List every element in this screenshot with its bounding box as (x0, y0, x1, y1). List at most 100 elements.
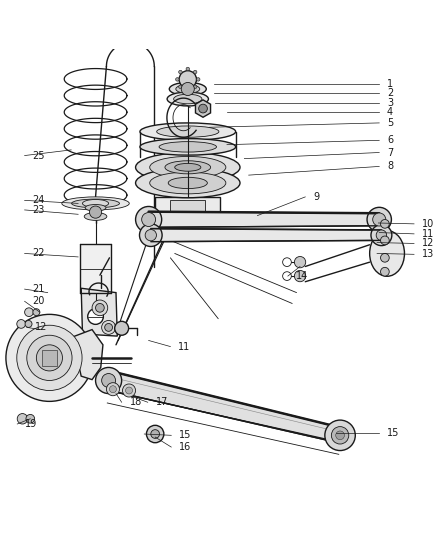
Polygon shape (81, 288, 117, 336)
Text: 19: 19 (25, 419, 37, 429)
Ellipse shape (140, 139, 236, 155)
Circle shape (6, 314, 93, 401)
Circle shape (294, 256, 306, 268)
Circle shape (25, 308, 33, 317)
Text: 15: 15 (179, 430, 191, 440)
Circle shape (199, 104, 207, 113)
Ellipse shape (370, 231, 404, 276)
Polygon shape (72, 329, 103, 379)
Polygon shape (80, 244, 111, 293)
Polygon shape (106, 371, 342, 443)
Ellipse shape (82, 199, 109, 207)
Text: 14: 14 (296, 271, 308, 281)
Circle shape (186, 88, 190, 92)
Polygon shape (155, 197, 220, 223)
Text: 10: 10 (422, 219, 434, 229)
Text: 24: 24 (32, 196, 45, 205)
Ellipse shape (159, 142, 216, 152)
Circle shape (33, 309, 40, 316)
Circle shape (381, 220, 389, 228)
Text: 13: 13 (422, 249, 434, 260)
Circle shape (176, 78, 179, 81)
Circle shape (373, 213, 386, 226)
Text: 17: 17 (155, 397, 168, 407)
Ellipse shape (173, 94, 202, 104)
Polygon shape (151, 229, 381, 241)
Circle shape (283, 272, 291, 280)
Circle shape (197, 78, 200, 81)
Circle shape (115, 321, 129, 335)
Ellipse shape (157, 126, 219, 138)
Ellipse shape (150, 156, 226, 178)
Circle shape (146, 425, 164, 443)
Polygon shape (148, 212, 379, 228)
Ellipse shape (170, 83, 206, 95)
Text: 20: 20 (32, 296, 45, 306)
Text: 11: 11 (178, 342, 191, 352)
Text: 21: 21 (32, 284, 45, 294)
Text: 6: 6 (387, 135, 393, 146)
Text: 3: 3 (387, 98, 393, 108)
Ellipse shape (140, 123, 236, 140)
Text: 4: 4 (387, 108, 393, 117)
Text: 22: 22 (32, 248, 45, 259)
Circle shape (17, 414, 28, 424)
Circle shape (36, 345, 63, 371)
Text: 7: 7 (387, 148, 393, 158)
Circle shape (95, 303, 104, 312)
Circle shape (95, 367, 122, 393)
Text: 12: 12 (422, 238, 434, 248)
Circle shape (139, 224, 162, 246)
Circle shape (381, 254, 389, 262)
Ellipse shape (167, 92, 208, 106)
Text: 18: 18 (130, 397, 142, 407)
Circle shape (376, 230, 387, 240)
Circle shape (27, 335, 72, 381)
Circle shape (294, 270, 306, 282)
Text: 9: 9 (313, 192, 319, 202)
Ellipse shape (168, 177, 207, 189)
Text: 1: 1 (387, 79, 393, 89)
Circle shape (141, 213, 155, 227)
Circle shape (26, 415, 35, 423)
Circle shape (367, 207, 392, 232)
Circle shape (92, 300, 108, 316)
Circle shape (123, 384, 136, 397)
Circle shape (186, 67, 190, 71)
Text: 23: 23 (32, 205, 45, 215)
Polygon shape (42, 350, 57, 366)
Circle shape (89, 206, 102, 218)
Circle shape (25, 320, 32, 327)
Circle shape (17, 325, 82, 391)
Text: 15: 15 (387, 427, 399, 438)
Ellipse shape (72, 199, 120, 208)
Ellipse shape (85, 205, 106, 211)
Circle shape (325, 420, 355, 450)
Polygon shape (195, 100, 211, 117)
Ellipse shape (84, 213, 107, 220)
Text: 11: 11 (422, 229, 434, 239)
Circle shape (126, 387, 133, 394)
Ellipse shape (136, 168, 240, 198)
Ellipse shape (176, 85, 200, 93)
Circle shape (88, 309, 103, 325)
Circle shape (332, 426, 349, 444)
Circle shape (181, 83, 194, 95)
Circle shape (106, 383, 120, 395)
Circle shape (179, 70, 182, 74)
Circle shape (283, 258, 291, 266)
Circle shape (194, 70, 197, 74)
Circle shape (179, 71, 197, 88)
Ellipse shape (165, 161, 211, 174)
Ellipse shape (62, 197, 129, 210)
Circle shape (102, 374, 116, 387)
Circle shape (110, 386, 117, 393)
Circle shape (194, 85, 197, 88)
Text: 25: 25 (32, 150, 45, 160)
Circle shape (105, 324, 113, 332)
Text: 16: 16 (179, 442, 191, 452)
Circle shape (17, 320, 25, 328)
Circle shape (381, 268, 389, 276)
Circle shape (102, 320, 116, 334)
Circle shape (336, 431, 344, 440)
